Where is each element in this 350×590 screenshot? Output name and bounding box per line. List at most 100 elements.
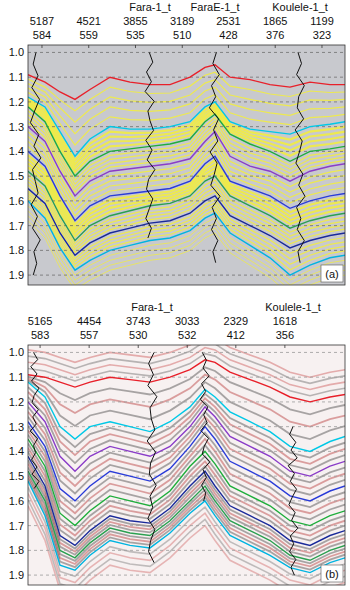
grid-line xyxy=(28,250,345,251)
cdp-label: 428 xyxy=(219,29,237,41)
x-tick xyxy=(284,345,285,348)
x-tick-label: 1199 xyxy=(310,15,334,27)
y-tick-label: 1.2 xyxy=(9,396,24,408)
stratal-slice xyxy=(28,194,345,262)
reflector xyxy=(28,494,345,586)
y-tick-label: 1.7 xyxy=(9,220,24,232)
well-log xyxy=(295,52,305,262)
grid-line xyxy=(28,200,345,201)
cdp-label: 535 xyxy=(126,29,144,41)
reflector xyxy=(28,474,345,564)
well-log xyxy=(209,52,220,262)
y-tick-label: 1.5 xyxy=(9,470,24,482)
y-tick-label: 1.1 xyxy=(9,371,24,383)
well-log xyxy=(30,352,39,488)
y-tick-label: 1.0 xyxy=(9,346,24,358)
cdp-label: 356 xyxy=(276,329,294,341)
panel-label: (b) xyxy=(325,568,338,580)
x-tick-label: 3743 xyxy=(126,315,150,327)
x-tick xyxy=(41,45,42,48)
x-tick xyxy=(235,345,236,348)
y-tick-label: 1.8 xyxy=(9,244,24,256)
y-tick-label: 1.4 xyxy=(9,145,24,157)
well-log xyxy=(200,352,210,501)
grid-line xyxy=(28,352,345,353)
well-name: Koulele-1_t xyxy=(272,1,328,13)
plot-background xyxy=(28,45,345,285)
plot-area xyxy=(28,52,345,285)
grid-line xyxy=(28,275,345,276)
reflector xyxy=(28,479,345,570)
cdp-label: 557 xyxy=(80,329,98,341)
x-tick xyxy=(138,345,139,348)
horizon xyxy=(28,360,345,402)
grid-line xyxy=(28,575,345,576)
x-tick-label: 1865 xyxy=(263,15,287,27)
stratal-slice xyxy=(28,80,345,123)
y-tick-label: 1.6 xyxy=(9,195,24,207)
horizon xyxy=(28,127,345,196)
well-log xyxy=(288,427,298,575)
y-tick-label: 1.0 xyxy=(9,46,24,58)
well-name: Fara-1_t xyxy=(129,1,171,13)
grid-line xyxy=(28,151,345,152)
horizon xyxy=(28,382,345,451)
panel-label-box xyxy=(321,565,343,582)
x-tick xyxy=(40,345,41,348)
cdp-label: 559 xyxy=(80,29,98,41)
grid-line xyxy=(28,426,345,427)
horizon xyxy=(28,402,345,476)
reflector xyxy=(28,468,345,557)
frame xyxy=(28,45,345,285)
reflector xyxy=(28,392,345,464)
reflector xyxy=(28,397,345,470)
well-log xyxy=(30,52,41,275)
grid-line xyxy=(28,101,345,102)
cdp-label: 584 xyxy=(33,29,51,41)
y-tick-label: 1.3 xyxy=(9,121,24,133)
x-tick xyxy=(182,45,183,48)
panel: Fara-1_tKoulele-1_t1.01.11.21.31.41.51.6… xyxy=(9,301,345,590)
cdp-label: 530 xyxy=(129,329,147,341)
horizon xyxy=(28,456,345,545)
x-tick-label: 1618 xyxy=(273,315,297,327)
x-tick-label: 3033 xyxy=(175,315,199,327)
y-tick-label: 1.7 xyxy=(9,520,24,532)
x-tick xyxy=(135,45,136,48)
stratal-slice xyxy=(28,211,345,285)
grid-line xyxy=(28,476,345,477)
x-tick-label: 2531 xyxy=(216,15,240,27)
well-name: Fara-1_t xyxy=(131,301,173,313)
y-tick-label: 1.5 xyxy=(9,170,24,182)
y-tick-label: 1.6 xyxy=(9,495,24,507)
cdp-label: 323 xyxy=(313,29,331,41)
stratal-slice xyxy=(28,216,345,285)
horizon xyxy=(28,439,345,526)
x-tick xyxy=(275,45,276,48)
stratal-slice xyxy=(28,206,345,280)
reflector xyxy=(28,387,345,458)
y-tick-label: 1.8 xyxy=(9,544,24,556)
y-tick-label: 1.9 xyxy=(9,569,24,581)
frame xyxy=(28,345,345,585)
figure: Fara-1_t FaraE-1_t Koulele-1_t 1.0 1.1 1.2 1.3… xyxy=(0,0,350,590)
x-tick-label: 4454 xyxy=(77,315,101,327)
horizon xyxy=(28,189,345,256)
well-log xyxy=(147,352,157,562)
reflector xyxy=(28,345,345,377)
grid-line xyxy=(28,377,345,378)
well-log xyxy=(145,52,155,238)
cdp-label: 412 xyxy=(227,329,245,341)
x-tick xyxy=(187,345,188,348)
x-tick-label: 3189 xyxy=(170,15,194,27)
horizon xyxy=(28,201,345,275)
panel-label: (a) xyxy=(325,268,338,280)
x-tick xyxy=(88,45,89,48)
y-tick-label: 1.9 xyxy=(9,269,24,281)
stratal-slice xyxy=(28,178,345,246)
x-tick xyxy=(321,45,322,48)
cdp-label: 510 xyxy=(173,29,191,41)
x-tick-label: 5165 xyxy=(28,315,52,327)
well-name: FaraE-1_t xyxy=(191,1,240,13)
grid-line xyxy=(28,401,345,402)
